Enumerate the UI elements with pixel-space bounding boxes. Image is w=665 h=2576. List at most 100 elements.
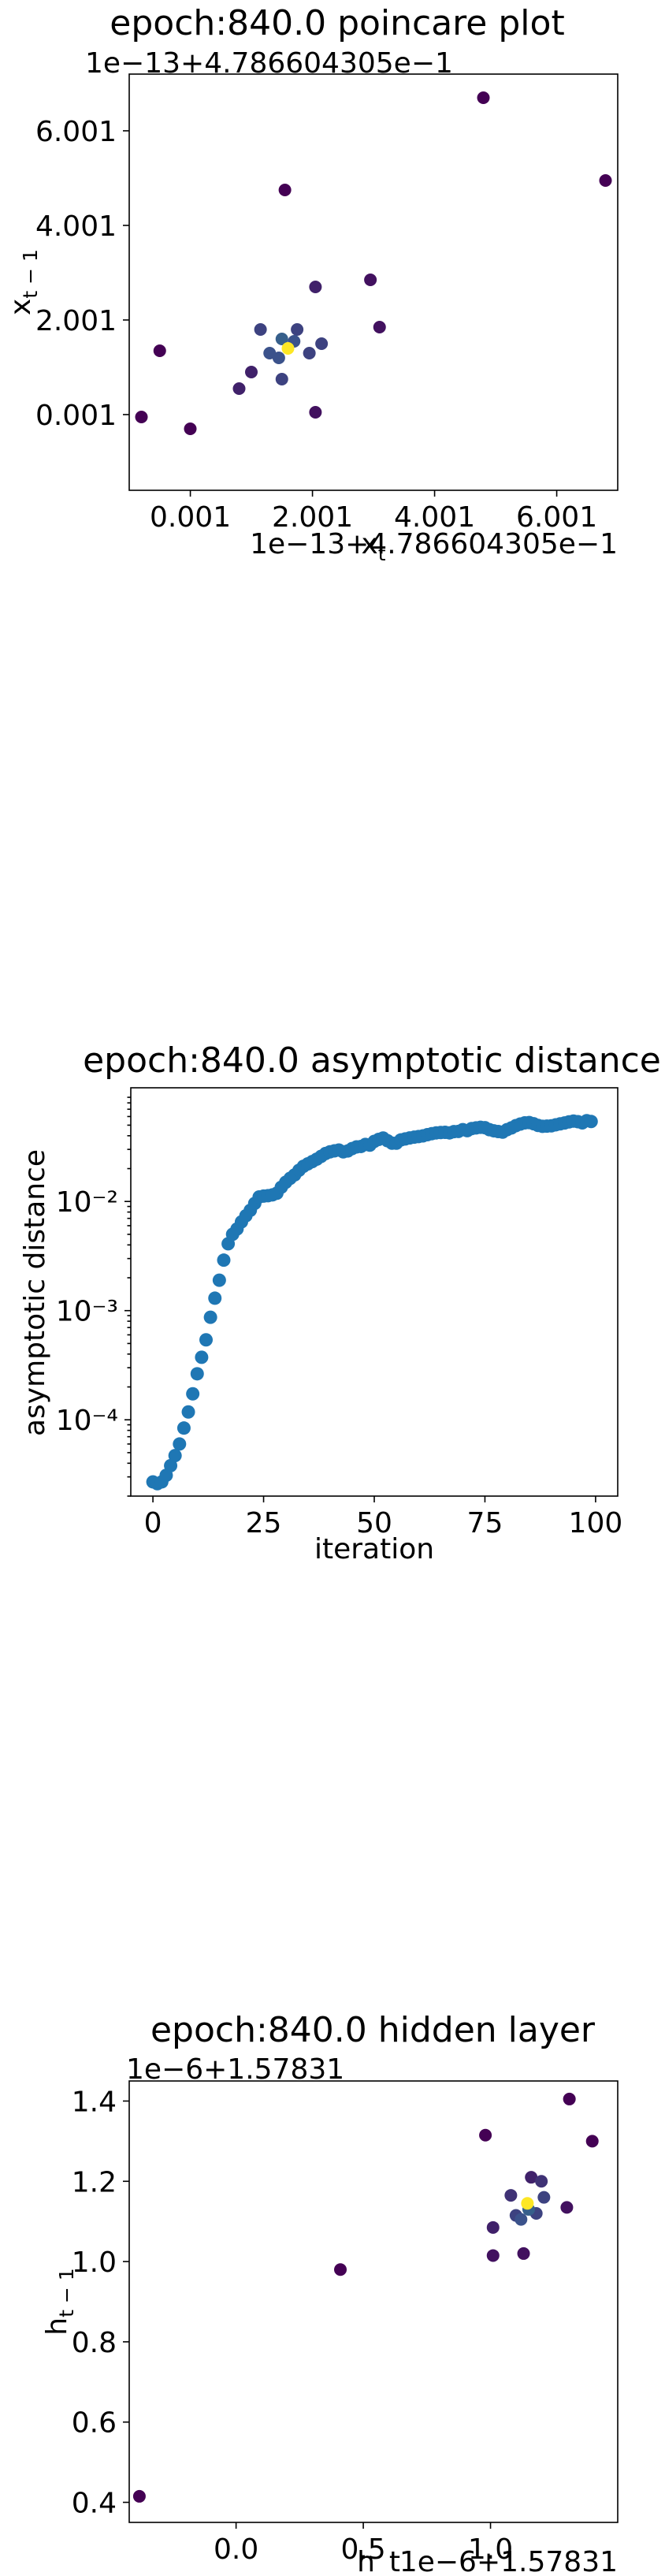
scatter-point [309, 406, 322, 419]
y-tick-label: 6.001 [35, 116, 117, 148]
scatter-point [186, 1387, 200, 1401]
y-axis-label: asymptotic distance [19, 1149, 51, 1436]
scatter-point [199, 1333, 214, 1347]
scatter-point [486, 2249, 500, 2262]
scatter-point [173, 1437, 187, 1451]
x-axis-ticks: 0.0 0.5 1.0 [214, 2522, 513, 2566]
y-tick-label: 0.8 [72, 2327, 117, 2359]
x-offset-text: 1e−6+1.57831 [399, 2546, 618, 2576]
scatter-point [477, 91, 490, 104]
x-offset-text: 1e−13+4.786604305e−1 [250, 528, 618, 560]
x-tick-label: 100 [569, 1507, 623, 1539]
scatter-point [278, 184, 292, 196]
x-tick-label: 0 [144, 1507, 162, 1539]
x-tick-label: 75 [467, 1507, 503, 1539]
scatter-point [245, 366, 258, 378]
x-axis-label: h_t [357, 2546, 400, 2576]
scatter-point [535, 2175, 548, 2188]
scatter-point [272, 352, 285, 364]
y-tick-label: 0.4 [72, 2488, 117, 2520]
scatter-point [521, 2197, 534, 2210]
data-points [135, 91, 612, 435]
x-tick-label: 1.0 [468, 2533, 513, 2566]
scatter-point [504, 2189, 518, 2202]
x-tick-label: 0.5 [340, 2533, 385, 2566]
chart-title: epoch:840.0 hidden layer [150, 2010, 596, 2050]
x-tick-label: 4.001 [394, 501, 475, 534]
scatter-point [132, 2489, 146, 2503]
scatter-point [232, 382, 246, 395]
scatter-point [254, 323, 267, 336]
scatter-point [373, 321, 386, 333]
hidden-layer-chart: epoch:840.0 hidden layer 1e−6+1.57831 0.… [41, 2010, 619, 2576]
scatter-point [168, 1449, 182, 1463]
y-tick-label: 10⁻² [56, 1186, 118, 1219]
y-axis-ticks: 10⁻² 10⁻³ 10⁻⁴ [56, 1096, 131, 1497]
scatter-point [334, 2263, 347, 2276]
plot-area [128, 73, 619, 491]
x-axis-ticks: 0 25 50 75 100 [144, 1496, 623, 1539]
x-tick-label: 6.001 [516, 501, 597, 534]
x-tick-label: 25 [246, 1507, 282, 1539]
scatter-point [563, 2092, 576, 2105]
x-axis-label: iteration [314, 1533, 434, 1565]
scatter-point [515, 2213, 528, 2226]
scatter-point [486, 2220, 500, 2234]
scatter-point [599, 174, 612, 187]
scatter-point [164, 1458, 178, 1472]
y-axis-ticks: 0.001 2.001 4.001 6.001 [35, 116, 129, 432]
scatter-point [275, 333, 288, 345]
scatter-point [291, 323, 304, 336]
scatter-point [190, 1367, 204, 1381]
scatter-point [153, 344, 166, 357]
asymptotic-distance-chart: epoch:840.0 asymptotic distance 0 25 50 75 1… [19, 1040, 661, 1565]
x-tick-label: 0.001 [150, 501, 231, 534]
y-tick-label: 10⁻³ [56, 1296, 118, 1328]
scatter-point [517, 2247, 530, 2260]
scatter-point [525, 2171, 538, 2184]
y-tick-label: 10⁻⁴ [56, 1405, 118, 1437]
x-tick-label: 2.001 [272, 501, 353, 534]
y-axis-label: xt − 1 [5, 249, 42, 315]
scatter-point [364, 274, 377, 286]
scatter-point [315, 337, 329, 350]
data-points [132, 2092, 599, 2503]
scatter-point [537, 2191, 551, 2204]
plot-area [128, 2080, 619, 2523]
scatter-point [560, 2201, 574, 2214]
x-tick-label: 50 [356, 1507, 392, 1539]
scatter-point [584, 1115, 598, 1129]
scatter-point [195, 1350, 209, 1364]
scatter-point [281, 342, 295, 355]
scatter-point [208, 1291, 222, 1305]
x-axis-label-subscript: t [378, 542, 386, 565]
scatter-point [184, 423, 197, 435]
scatter-point [309, 281, 322, 293]
scatter-point [135, 411, 148, 423]
scatter-point [479, 2128, 492, 2142]
scatter-point [275, 373, 288, 385]
y-tick-label: 4.001 [35, 210, 117, 243]
y-offset-text: 1e−6+1.57831 [126, 2053, 344, 2086]
y-axis-ticks: 0.4 0.6 0.8 1.0 1.2 1.4 [72, 2086, 129, 2520]
y-tick-label: 0.001 [35, 400, 117, 432]
y-axis-label: ht − 1 [41, 2268, 78, 2335]
y-tick-label: 2.001 [35, 305, 117, 337]
y-tick-label: 1.2 [72, 2166, 117, 2198]
y-tick-label: 0.6 [72, 2407, 117, 2440]
y-tick-label: 1.0 [72, 2247, 117, 2279]
scatter-point [176, 1421, 191, 1435]
y-offset-text: 1e−13+4.786604305e−1 [85, 47, 453, 80]
x-tick-label: 0.0 [214, 2533, 258, 2566]
scatter-point [585, 2135, 599, 2148]
y-axis-label-subscript: t − 1 [55, 2268, 78, 2317]
y-tick-label: 1.4 [72, 2086, 117, 2118]
scatter-point [303, 347, 316, 359]
y-axis-label-subscript: t − 1 [19, 249, 42, 299]
chart-title: epoch:840.0 asymptotic distance [83, 1040, 661, 1081]
poincare-plot-chart: epoch:840.0 poincare plot 1e−13+4.786604… [5, 3, 619, 565]
scatter-point [181, 1405, 195, 1419]
x-axis-ticks: 0.001 2.001 4.001 6.001 [150, 490, 597, 534]
data-points [146, 1114, 598, 1491]
scatter-point [212, 1273, 226, 1287]
